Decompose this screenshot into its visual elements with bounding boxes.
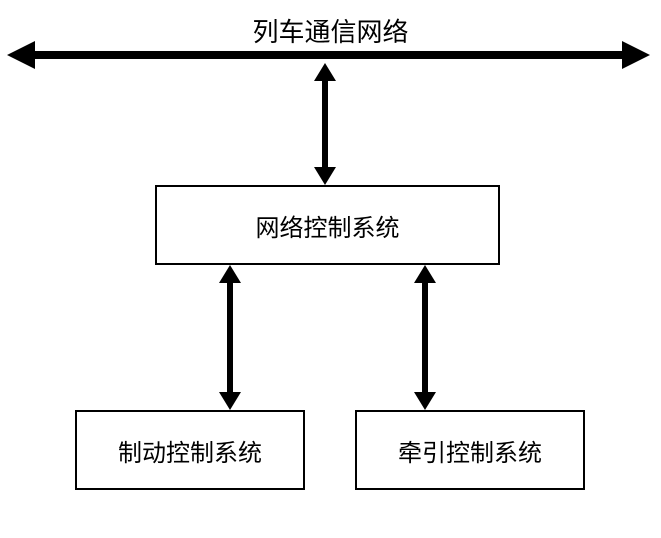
brake-control-system-node: 制动控制系统 <box>75 410 305 490</box>
edge-arrowhead-down <box>314 167 336 185</box>
traction-control-system-node: 牵引控制系统 <box>355 410 585 490</box>
edge-arrowhead-down <box>219 392 241 410</box>
node-label: 网络控制系统 <box>256 208 400 243</box>
node-label: 牵引控制系统 <box>398 433 542 468</box>
edge-arrowhead-up <box>314 63 336 81</box>
bus-label: 列车通信网络 <box>0 12 661 49</box>
edge-line <box>322 81 328 167</box>
edge-arrowhead-down <box>414 392 436 410</box>
bus-left-arrowhead <box>7 41 35 69</box>
edge-line <box>422 283 428 392</box>
edge-arrowhead-up <box>219 265 241 283</box>
network-control-system-node: 网络控制系统 <box>155 185 500 265</box>
edge-line <box>227 283 233 392</box>
bus-right-arrowhead <box>622 41 650 69</box>
edge-arrowhead-up <box>414 265 436 283</box>
bus-line <box>35 51 622 59</box>
node-label: 制动控制系统 <box>118 433 262 468</box>
